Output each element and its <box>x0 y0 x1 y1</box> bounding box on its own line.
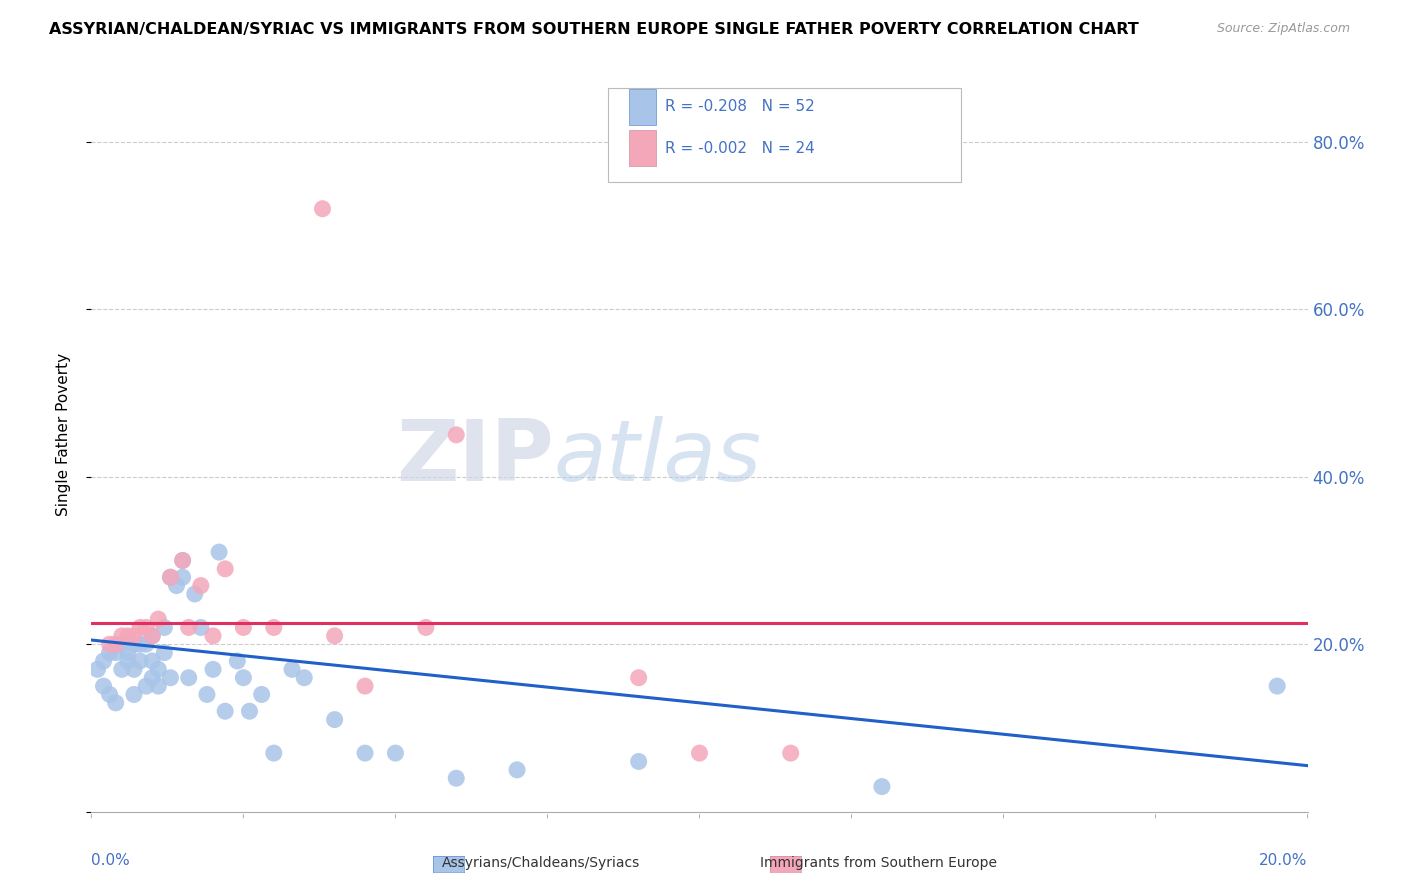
Point <box>263 746 285 760</box>
Point <box>870 780 893 794</box>
Text: atlas: atlas <box>554 416 762 499</box>
FancyBboxPatch shape <box>609 88 960 182</box>
Point <box>354 679 377 693</box>
Point <box>122 629 145 643</box>
Point <box>117 629 139 643</box>
Point <box>111 629 134 643</box>
Point <box>98 646 121 660</box>
Point <box>141 629 163 643</box>
Point <box>111 637 134 651</box>
Point <box>384 746 406 760</box>
Point <box>444 428 467 442</box>
Point <box>86 662 108 676</box>
Point <box>281 662 304 676</box>
Point <box>122 688 145 702</box>
Bar <box>628 88 655 125</box>
Point <box>311 202 333 216</box>
Point <box>148 679 170 693</box>
Point <box>627 671 650 685</box>
Point <box>354 746 377 760</box>
Point <box>153 646 176 660</box>
Point <box>208 545 231 559</box>
Point <box>159 570 181 584</box>
Point <box>232 620 254 634</box>
Point <box>135 620 157 634</box>
Point <box>148 612 170 626</box>
Point <box>141 654 163 668</box>
Point <box>98 637 121 651</box>
Bar <box>628 130 655 167</box>
Point <box>104 637 127 651</box>
Point <box>129 637 152 651</box>
Point <box>202 662 225 676</box>
Text: ZIP: ZIP <box>396 416 554 499</box>
Point <box>172 553 194 567</box>
Point <box>172 553 194 567</box>
Point <box>98 688 121 702</box>
Text: R = -0.208   N = 52: R = -0.208 N = 52 <box>665 99 815 114</box>
Text: 0.0%: 0.0% <box>91 853 131 868</box>
Point <box>166 578 188 592</box>
Point <box>159 570 181 584</box>
Point <box>117 654 139 668</box>
Point <box>232 671 254 685</box>
Point <box>177 671 200 685</box>
Point <box>323 629 346 643</box>
Point <box>226 654 249 668</box>
Point <box>292 671 315 685</box>
Point <box>122 637 145 651</box>
Point <box>195 688 218 702</box>
Point <box>104 696 127 710</box>
Point <box>688 746 710 760</box>
Point <box>506 763 529 777</box>
Point <box>190 620 212 634</box>
Point <box>135 679 157 693</box>
Point <box>323 713 346 727</box>
Point <box>117 646 139 660</box>
Point <box>444 771 467 785</box>
Point <box>238 704 260 718</box>
Point <box>141 629 163 643</box>
Point <box>202 629 225 643</box>
Text: ASSYRIAN/CHALDEAN/SYRIAC VS IMMIGRANTS FROM SOUTHERN EUROPE SINGLE FATHER POVERT: ASSYRIAN/CHALDEAN/SYRIAC VS IMMIGRANTS F… <box>49 22 1139 37</box>
Point <box>415 620 437 634</box>
Y-axis label: Single Father Poverty: Single Father Poverty <box>56 353 70 516</box>
Point <box>779 746 801 760</box>
Text: Assyrians/Chaldeans/Syriacs: Assyrians/Chaldeans/Syriacs <box>441 856 641 871</box>
Point <box>214 562 236 576</box>
Point <box>627 755 650 769</box>
Text: Immigrants from Southern Europe: Immigrants from Southern Europe <box>761 856 997 871</box>
Point <box>263 620 285 634</box>
Point <box>104 646 127 660</box>
Text: Source: ZipAtlas.com: Source: ZipAtlas.com <box>1216 22 1350 36</box>
Point <box>148 662 170 676</box>
Point <box>214 704 236 718</box>
Point <box>141 671 163 685</box>
Point <box>172 570 194 584</box>
Point <box>111 662 134 676</box>
Text: 20.0%: 20.0% <box>1260 853 1308 868</box>
Point <box>190 578 212 592</box>
Point <box>250 688 273 702</box>
Point <box>93 679 115 693</box>
Point <box>184 587 207 601</box>
Point <box>122 662 145 676</box>
Point <box>1265 679 1288 693</box>
Point <box>93 654 115 668</box>
Point <box>129 654 152 668</box>
Point <box>159 671 181 685</box>
Point <box>153 620 176 634</box>
Point <box>135 637 157 651</box>
Point <box>129 620 152 634</box>
Point <box>177 620 200 634</box>
Text: R = -0.002   N = 24: R = -0.002 N = 24 <box>665 141 815 156</box>
